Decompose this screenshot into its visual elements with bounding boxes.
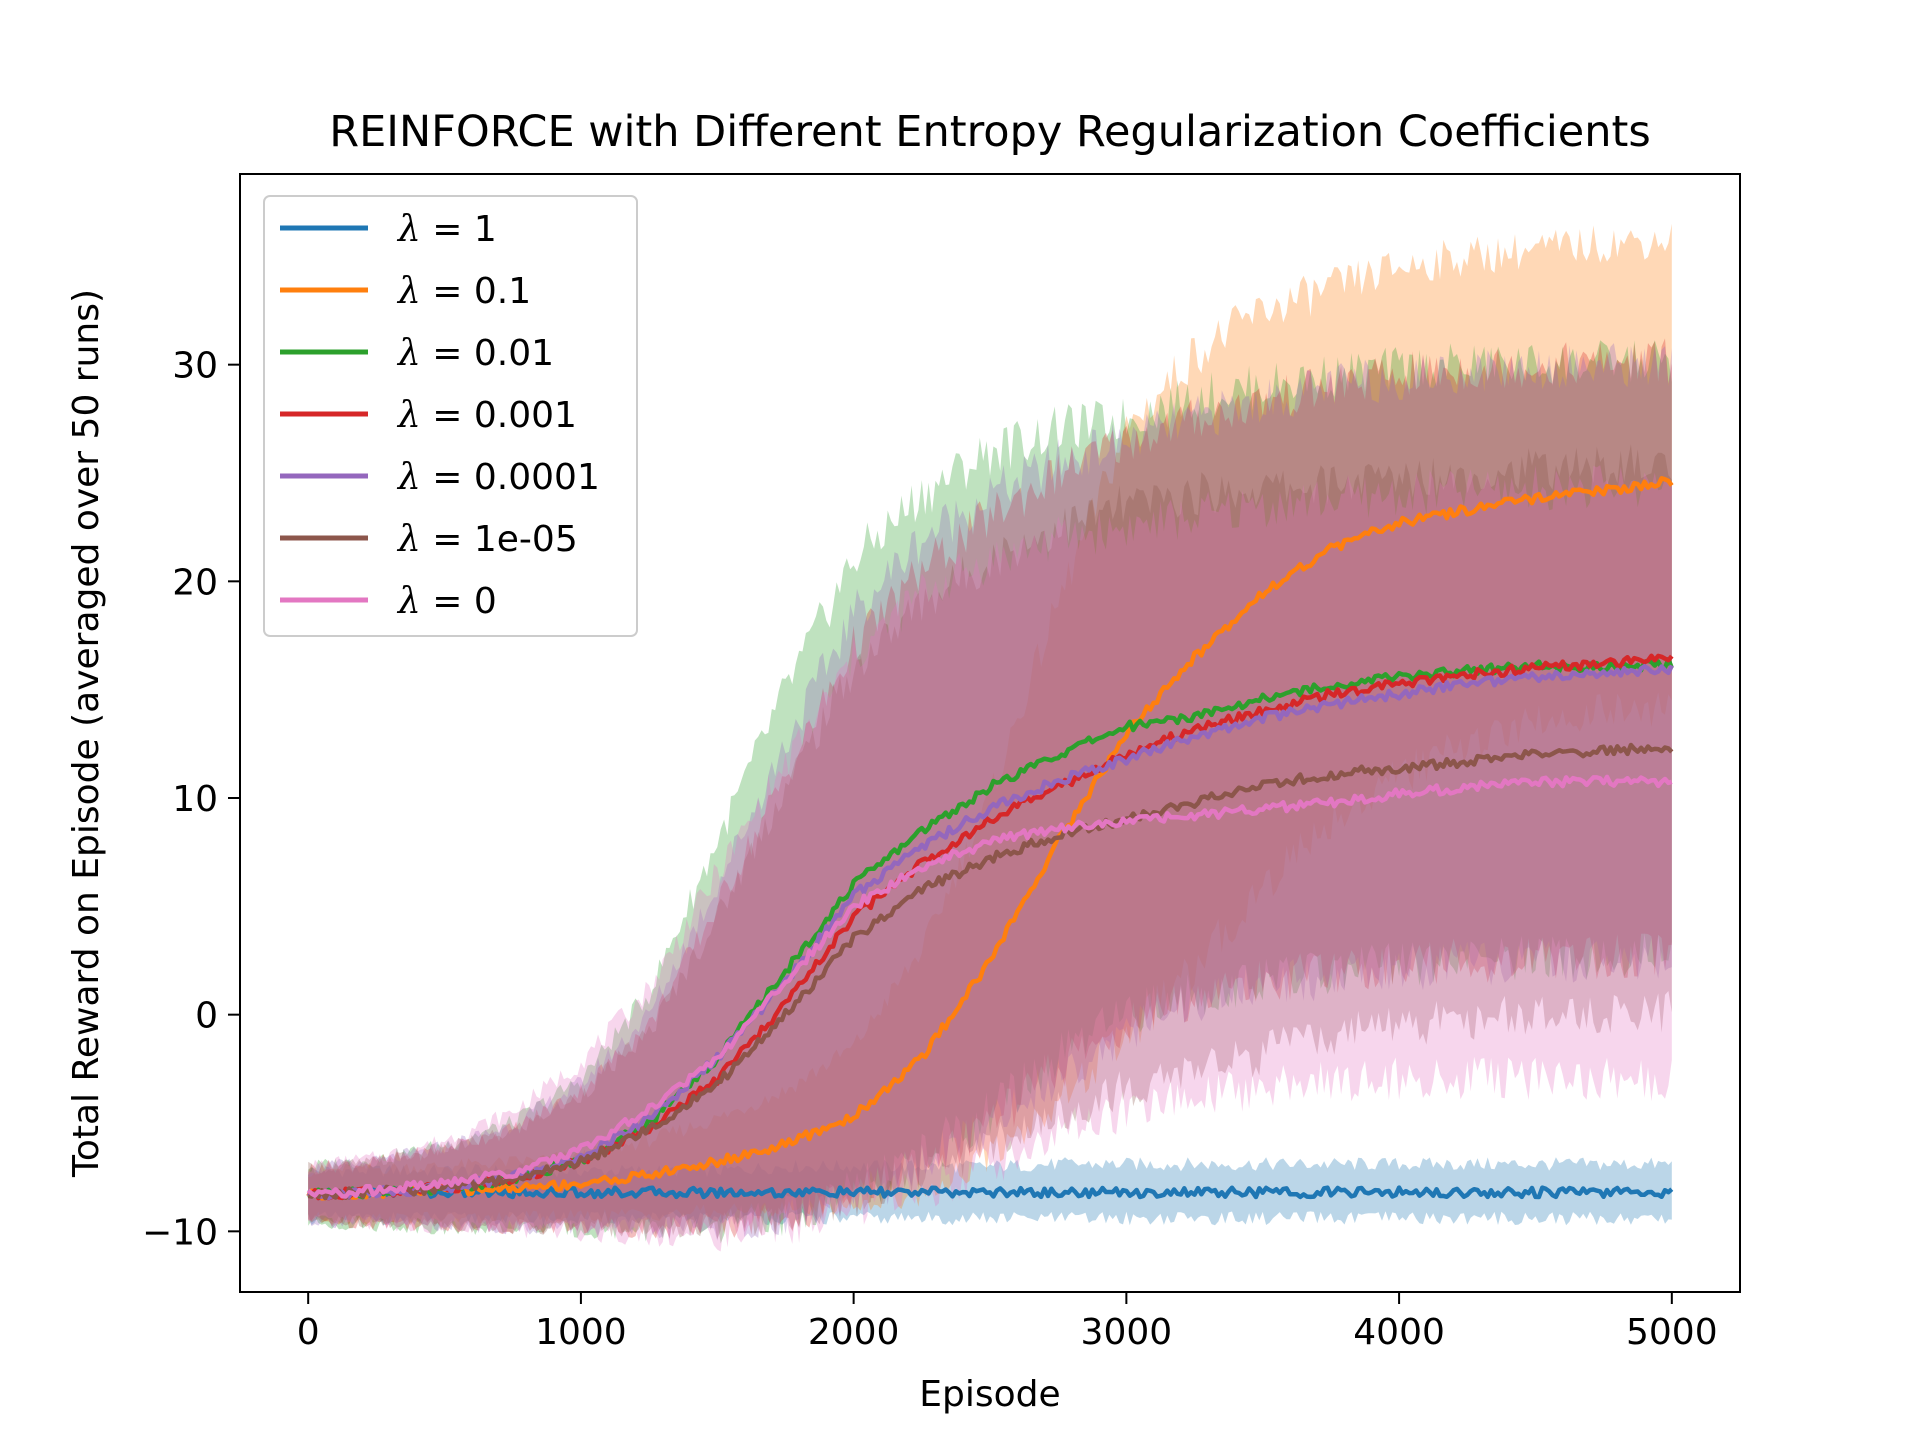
y-axis-label: Total Reward on Episode (averaged over 5… — [66, 289, 107, 1178]
confidence-band-2 — [308, 223, 1672, 1225]
x-axis-ticks: 0 1000 2000 3000 4000 5000 — [297, 1292, 1718, 1353]
y-axis-ticks: −10 0 10 20 30 — [142, 346, 240, 1253]
series-line-7 — [306, 774, 1673, 1199]
y-tick-label: −10 — [142, 1212, 218, 1253]
x-tick-label: 2000 — [808, 1312, 900, 1353]
y-tick-label: 0 — [195, 996, 218, 1037]
legend-label-1: λ = 1 — [396, 209, 497, 250]
x-tick-label: 0 — [297, 1312, 320, 1353]
y-tick-label: 30 — [172, 346, 218, 387]
chart-title: REINFORCE with Different Entropy Regular… — [329, 107, 1651, 157]
x-tick-label: 3000 — [1081, 1312, 1173, 1353]
legend-label-7: λ = 0 — [396, 581, 497, 622]
legend-label-6: λ = 1e-05 — [396, 519, 578, 560]
series-line-2 — [306, 476, 1674, 1201]
x-tick-label: 4000 — [1353, 1312, 1445, 1353]
legend: λ = 1 λ = 0.1 λ = 0.01 λ = 0.001 λ = 0.0001 λ… — [263, 195, 638, 637]
series-line-1 — [307, 1185, 1674, 1201]
legend-box — [263, 195, 638, 637]
legend-label-4: λ = 0.001 — [396, 395, 577, 436]
series-lines — [306, 476, 1674, 1201]
y-tick-label: 20 — [172, 562, 218, 603]
legend-label-5: λ = 0.0001 — [396, 457, 600, 498]
y-tick-label: 10 — [172, 779, 218, 820]
series-line-6 — [307, 742, 1674, 1201]
legend-label-2: λ = 0.1 — [396, 271, 531, 312]
legend-label-3: λ = 0.01 — [396, 333, 554, 374]
x-tick-label: 1000 — [535, 1312, 627, 1353]
x-axis-label: Episode — [919, 1374, 1060, 1415]
plot-area-frame — [239, 173, 1741, 1293]
x-tick-label: 5000 — [1626, 1312, 1718, 1353]
